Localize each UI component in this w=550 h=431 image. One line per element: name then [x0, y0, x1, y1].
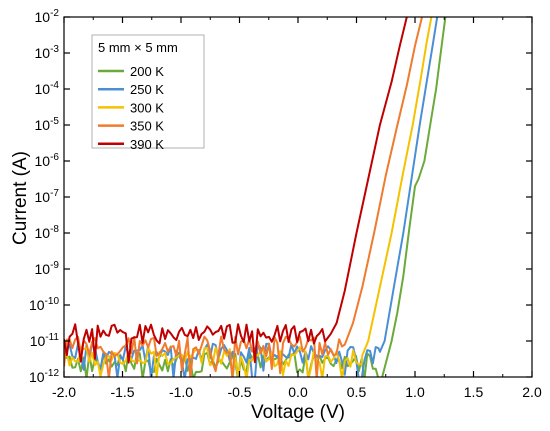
- x-tick-label: -1.5: [110, 384, 134, 400]
- axes-layer: -2.0 -1.5 -1.0 -0.5 0.0 0.5 1.0 1.5 2.0 10-12 10-1…: [29, 8, 542, 400]
- x-tick-label: -1.0: [169, 384, 193, 400]
- y-tick-label: 10-2: [35, 8, 60, 25]
- legend: 5 mm × 5 mm 200 K 250 K 300 K 350 K 390 K: [91, 34, 205, 152]
- x-tick-label: 0.0: [288, 384, 308, 400]
- y-tick-label: 10-7: [35, 188, 60, 205]
- x-tick-label: 0.5: [347, 384, 367, 400]
- series-group: [64, 17, 447, 377]
- y-tick-label: 10-5: [35, 116, 60, 133]
- y-tick-label: 10-9: [35, 260, 60, 277]
- x-tick-label: -0.5: [227, 384, 251, 400]
- legend-label-390k: 390 K: [130, 137, 164, 152]
- legend-label-350k: 350 K: [130, 119, 164, 134]
- y-tick-label: 10-4: [35, 80, 60, 97]
- x-tick-label: -2.0: [52, 384, 76, 400]
- y-axis-title: Current (A): [10, 151, 31, 245]
- series-line-390k: [64, 17, 408, 364]
- y-tick-label: 10-8: [35, 224, 60, 241]
- legend-box: [91, 34, 205, 149]
- y-tick-label: 10-3: [35, 44, 60, 61]
- x-tick-label: 1.5: [464, 384, 484, 400]
- legend-label-300k: 300 K: [130, 100, 164, 115]
- plot-layer: [64, 17, 447, 377]
- series-line-350k: [64, 17, 423, 377]
- y-tick-label: 10-12: [29, 368, 59, 385]
- legend-title: 5 mm × 5 mm: [98, 40, 178, 55]
- y-tick-label: 10-6: [35, 152, 60, 169]
- legend-label-200k: 200 K: [130, 64, 164, 79]
- x-tick-label: 2.0: [522, 384, 542, 400]
- x-axis-title: Voltage (V): [251, 402, 345, 423]
- y-tick-label: 10-10: [29, 296, 59, 313]
- x-tick-label: 1.0: [405, 384, 425, 400]
- series-line-300k: [64, 17, 433, 377]
- legend-label-250k: 250 K: [130, 82, 164, 97]
- y-tick-label: 10-11: [30, 332, 60, 349]
